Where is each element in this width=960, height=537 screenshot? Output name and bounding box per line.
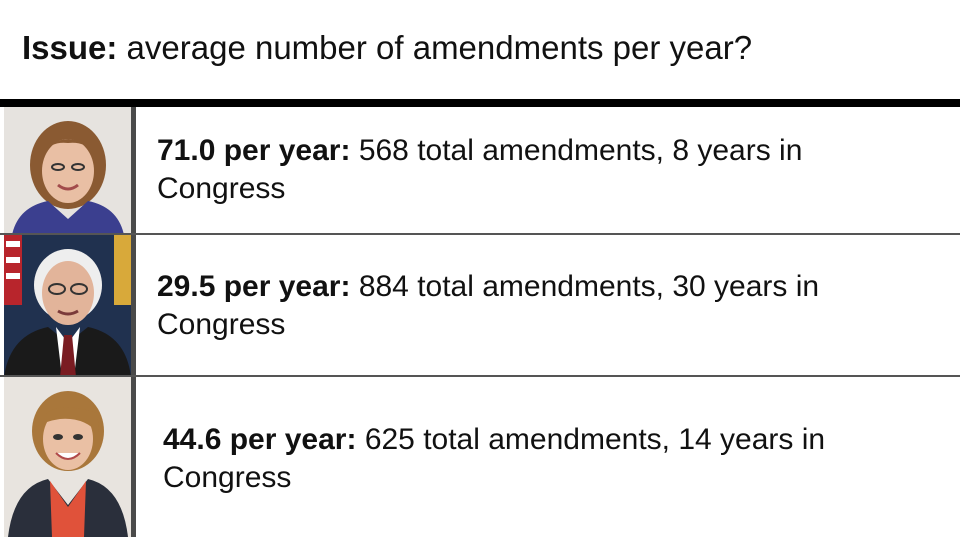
rate-detail: 625 total amendments, 14 years in Congre… [163,423,826,494]
header-divider [0,99,960,107]
row-text: 71.0 per year: 568 total amendments, 8 y… [157,132,917,208]
rate-detail: 884 total amendments, 30 years in Congre… [157,270,820,341]
senator-photo [4,235,131,375]
comparison-row: 71.0 per year: 568 total amendments, 8 y… [0,107,960,235]
rate-value: 29.5 per year: [157,270,351,303]
rate-value: 71.0 per year: [157,134,351,167]
column-divider [131,235,136,375]
rate-detail: 568 total amendments, 8 years in Congres… [157,134,803,205]
page-title: Issue: average number of amendments per … [22,28,752,68]
column-divider [131,377,136,537]
senator-photo [4,107,131,233]
row-text: 29.5 per year: 884 total amendments, 30 … [157,268,917,344]
row-text: 44.6 per year: 625 total amendments, 14 … [163,421,923,497]
comparison-row: 44.6 per year: 625 total amendments, 14 … [0,377,960,537]
issue-label: Issue: [22,29,118,66]
rate-value: 44.6 per year: [163,423,357,456]
senator-photo [4,377,131,537]
header: Issue: average number of amendments per … [0,0,960,100]
comparison-row: 29.5 per year: 884 total amendments, 30 … [0,235,960,377]
issue-question: average number of amendments per year? [126,29,753,66]
column-divider [131,107,136,233]
